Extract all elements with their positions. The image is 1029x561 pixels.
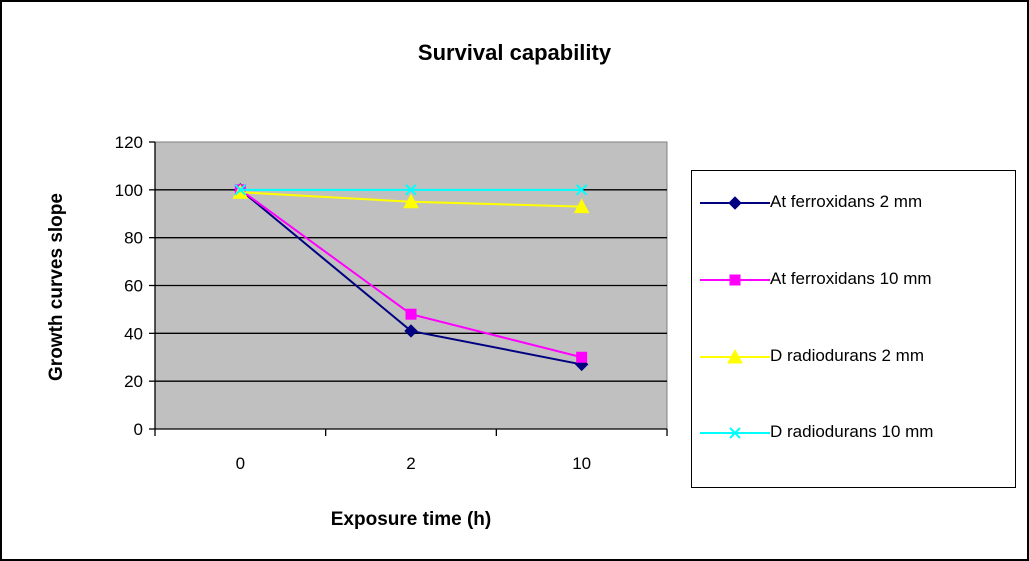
y-tick-label: 0 — [134, 420, 143, 439]
legend-swatch — [700, 274, 770, 286]
y-tick-label: 80 — [124, 229, 143, 248]
legend-label: D radiodurans 10 mm — [770, 422, 934, 441]
y-tick-label: 100 — [115, 181, 143, 200]
data-point — [576, 351, 588, 363]
legend-swatch — [700, 196, 770, 210]
data-point — [404, 324, 418, 338]
series-2 — [232, 184, 590, 214]
legend-swatch-marker — [729, 427, 741, 439]
data-point — [573, 198, 590, 214]
data-point — [575, 184, 588, 196]
legend: At ferroxidans 2 mm At ferroxidans 10 mm… — [691, 170, 1016, 488]
data-point — [405, 184, 417, 196]
x-axis-label: Exposure time (h) — [330, 509, 492, 530]
y-tick-label: 40 — [124, 324, 143, 343]
legend-label: At ferroxidans 10 mm — [770, 269, 932, 288]
data-point — [403, 193, 419, 209]
x-tick-label: 0 — [236, 454, 245, 473]
chart-title: Survival capability — [417, 40, 612, 65]
y-tick-label: 20 — [124, 372, 143, 391]
legend-label: D radiodurans 2 mm — [770, 346, 925, 365]
series-3 — [234, 184, 588, 196]
data-point — [405, 308, 417, 320]
y-axis-label: Growth curves slope — [46, 193, 67, 381]
y-tick-label: 120 — [115, 133, 143, 152]
data-point — [234, 184, 247, 196]
legend-swatch — [700, 348, 770, 364]
legend-swatch-marker — [728, 196, 742, 210]
x-tick-label: 2 — [406, 454, 415, 473]
legend-label: At ferroxidans 2 mm — [770, 192, 923, 211]
series-lines — [232, 183, 590, 372]
x-tick-label: 10 — [572, 454, 591, 473]
y-tick-label: 60 — [124, 277, 143, 296]
legend-swatch-marker — [729, 274, 741, 286]
tick-labels: 0 20 40 60 80 100 120 0 2 10 — [115, 133, 592, 473]
legend-swatch-marker — [727, 348, 743, 364]
axes — [149, 141, 668, 436]
data-point — [232, 184, 249, 199]
legend-swatch — [700, 427, 770, 439]
